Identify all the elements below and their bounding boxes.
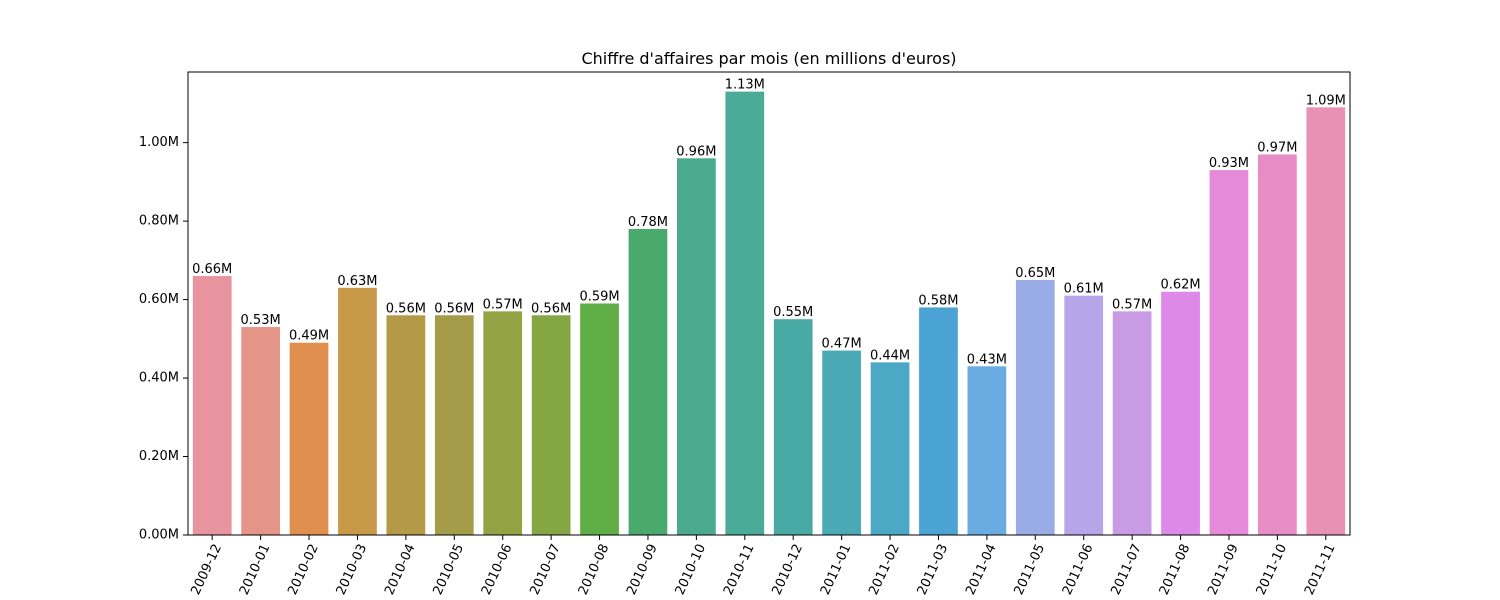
bar-2011-04 [967, 366, 1007, 535]
x-tick-label: 2010-11 [721, 542, 758, 598]
bar-2010-05 [434, 315, 474, 535]
x-tick-label: 2011-07 [1108, 542, 1145, 598]
bar-value-label: 0.56M [386, 301, 426, 316]
bar-value-label: 0.56M [531, 301, 571, 316]
x-tick-label: 2009-12 [188, 542, 225, 598]
bar-2010-06 [483, 311, 523, 535]
x-tick-label: 2011-06 [1060, 542, 1097, 598]
x-tick-label: 2011-05 [1012, 542, 1049, 598]
bar-labels-group: 0.66M 0.53M 0.49M 0.63M 0.56M 0.56M 0.57M 0.56M… [192, 78, 1346, 368]
x-tick-label: 2010-05 [431, 542, 468, 598]
x-tick-label: 2010-07 [527, 542, 564, 598]
x-tick-label: 2010-02 [285, 542, 322, 598]
x-tick-label: 2011-09 [1205, 542, 1242, 598]
bar-value-label: 0.44M [870, 348, 910, 363]
bar-value-label: 0.47M [822, 337, 862, 352]
bar-value-label: 0.59M [579, 290, 619, 305]
bar-value-label: 0.62M [1160, 278, 1200, 293]
bar-2010-01 [241, 327, 280, 535]
bar-value-label: 0.53M [241, 313, 281, 328]
x-tick-label: 2010-03 [334, 542, 371, 598]
x-tick-label: 2011-03 [915, 542, 952, 598]
bar-2010-03 [338, 287, 377, 535]
y-axis: 0.00M 0.20M 0.40M 0.60M 0.80M 1.00M [139, 135, 188, 543]
bar-2010-11 [725, 91, 765, 536]
y-tick-label: 0.20M [139, 449, 179, 464]
y-tick-label: 0.60M [139, 292, 179, 307]
x-tick-label: 2010-04 [382, 542, 419, 598]
bar-2011-05 [1015, 279, 1055, 535]
y-tick-label: 0.40M [139, 371, 179, 386]
bar-2011-07 [1112, 311, 1152, 535]
bar-2011-01 [822, 350, 861, 535]
bar-value-label: 0.55M [773, 305, 813, 320]
x-tick-label: 2011-01 [818, 542, 855, 598]
plot-frame [187, 71, 1351, 536]
bar-2010-08 [580, 303, 619, 535]
bar-2011-08 [1161, 291, 1200, 535]
bars-group [192, 91, 1346, 536]
bar-value-label: 1.09M [1306, 93, 1346, 108]
bar-2010-10 [677, 158, 716, 535]
x-tick-label: 2011-02 [866, 542, 903, 598]
y-tick-label: 0.00M [139, 528, 179, 543]
x-tick-label: 2010-12 [769, 542, 806, 598]
bar-value-label: 0.93M [1209, 156, 1249, 171]
x-tick-label: 2010-01 [237, 542, 274, 598]
bar-2010-12 [773, 319, 813, 535]
bar-value-label: 1.13M [725, 78, 765, 93]
x-tick-label: 2010-06 [479, 542, 516, 598]
bar-value-label: 0.57M [1112, 297, 1152, 312]
x-tick-label: 2010-08 [576, 542, 613, 598]
bar-value-label: 0.63M [337, 274, 377, 289]
bar-2011-02 [870, 362, 910, 535]
bar-value-label: 0.66M [192, 262, 232, 277]
x-axis: 2009-12 2010-01 2010-02 2010-03 2010-04 2010-… [188, 535, 1339, 598]
bar-2010-09 [628, 228, 668, 535]
bar-2011-03 [919, 307, 958, 535]
bar-value-label: 0.56M [434, 301, 474, 316]
y-tick-label: 0.80M [139, 214, 179, 229]
x-tick-label: 2010-10 [673, 542, 710, 598]
bar-value-label: 0.96M [676, 144, 716, 159]
bar-2011-06 [1064, 295, 1104, 535]
bar-2010-02 [289, 342, 329, 535]
x-tick-label: 2011-04 [963, 542, 1000, 598]
bar-value-label: 0.49M [289, 329, 329, 344]
bar-value-label: 0.97M [1257, 140, 1297, 155]
chart-title: Chiffre d'affaires par mois (en millions… [581, 49, 956, 68]
bar-value-label: 0.43M [967, 352, 1007, 367]
y-tick-label: 1.00M [139, 135, 179, 150]
bar-2009-12 [192, 276, 232, 535]
bar-value-label: 0.57M [483, 297, 523, 312]
bar-value-label: 0.78M [628, 215, 668, 230]
x-tick-label: 2010-09 [624, 542, 661, 598]
x-tick-label: 2011-08 [1157, 542, 1194, 598]
bar-value-label: 0.58M [918, 293, 958, 308]
bar-value-label: 0.61M [1064, 282, 1104, 297]
bar-2010-04 [386, 315, 426, 535]
bar-2011-10 [1258, 154, 1297, 535]
bar-2011-09 [1209, 170, 1249, 535]
bar-2010-07 [531, 315, 571, 535]
x-tick-label: 2011-11 [1302, 542, 1339, 598]
bar-value-label: 0.65M [1015, 266, 1055, 281]
bar-2011-11 [1306, 107, 1346, 535]
x-tick-label: 2011-10 [1254, 542, 1291, 598]
